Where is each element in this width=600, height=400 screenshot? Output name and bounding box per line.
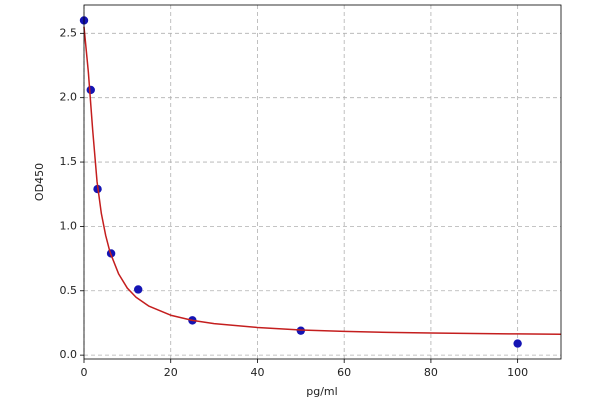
data-point [134, 285, 143, 294]
x-tick-label: 60 [337, 366, 351, 379]
x-axis-label: pg/ml [306, 385, 337, 398]
y-tick-label: 0.0 [60, 348, 78, 361]
y-tick-label: 0.5 [60, 284, 78, 297]
y-tick-label: 1.0 [60, 219, 78, 232]
y-tick-label: 2.5 [60, 26, 78, 39]
data-point [513, 339, 522, 348]
x-tick-label: 80 [424, 366, 438, 379]
x-tick-label: 100 [507, 366, 528, 379]
plot-frame [83, 4, 562, 360]
y-tick-label: 1.5 [60, 155, 78, 168]
y-axis-label: OD450 [33, 163, 46, 201]
x-tick-label: 20 [164, 366, 178, 379]
x-tick-label: 40 [250, 366, 264, 379]
x-tick-label: 0 [81, 366, 88, 379]
y-tick-label: 2.0 [60, 91, 78, 104]
fit-curve [83, 26, 562, 336]
data-point [86, 85, 95, 95]
